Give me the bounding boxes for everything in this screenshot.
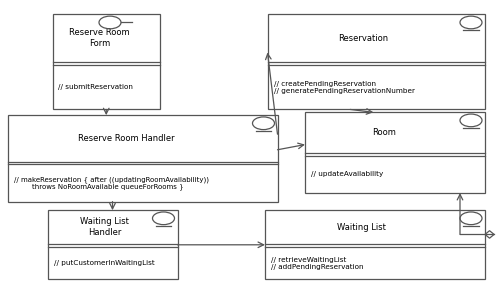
Text: // makeReservation { after ((updatingRoomAvailability))
        throws NoRoomAva: // makeReservation { after ((updatingRoo… [14, 176, 208, 190]
Text: Waiting List
Handler: Waiting List Handler [80, 217, 129, 237]
Text: // putCustomerInWaitingList: // putCustomerInWaitingList [54, 260, 154, 266]
Text: Waiting List: Waiting List [338, 223, 386, 232]
Text: Reserve Room Handler: Reserve Room Handler [78, 134, 174, 143]
Bar [268, 14, 485, 109]
Text: // retrieveWaitingList
// addPendingReservation: // retrieveWaitingList // addPendingRese… [271, 257, 364, 270]
Bar [265, 210, 485, 279]
Text: Reservation: Reservation [338, 34, 388, 43]
Text: // submitReservation: // submitReservation [58, 84, 134, 90]
Bar [52, 14, 160, 109]
Text: // updateAvailability: // updateAvailability [311, 171, 384, 177]
Text: Room: Room [372, 128, 396, 137]
Text: Reserve Room
Form: Reserve Room Form [70, 29, 130, 48]
Bar [8, 115, 278, 202]
Bar [48, 210, 178, 279]
Text: // createPendingReservation
// generatePendingReservationNumber: // createPendingReservation // generateP… [274, 81, 414, 94]
Bar [305, 112, 485, 193]
